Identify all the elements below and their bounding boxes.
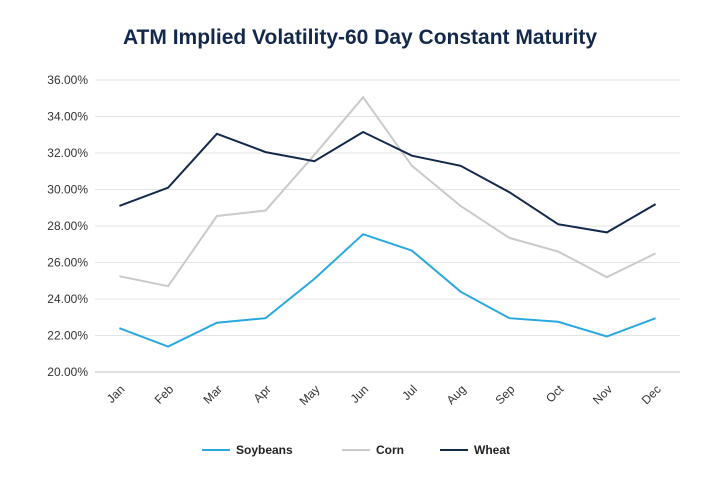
y-tick-label: 30.00%	[47, 183, 88, 197]
y-tick-label: 34.00%	[47, 110, 88, 124]
x-tick-label: Feb	[152, 382, 177, 407]
series-line-soybeans	[119, 233, 656, 348]
chart-title: ATM Implied Volatility-60 Day Constant M…	[122, 26, 598, 49]
y-tick-label: 22.00%	[47, 329, 88, 343]
legend: Soybeans Corn Wheat	[202, 443, 510, 457]
series-lines	[119, 95, 657, 348]
series-line-corn	[119, 95, 657, 288]
x-tick-label: May	[297, 382, 323, 408]
x-tick-label: Jul	[399, 382, 420, 403]
y-tick-label: 20.00%	[47, 365, 88, 379]
legend-label-corn: Corn	[376, 443, 404, 457]
y-tick-label: 36.00%	[47, 73, 88, 87]
gridlines	[95, 79, 680, 373]
x-tick-label: Aug	[444, 382, 469, 407]
y-tick-label: 26.00%	[47, 256, 88, 270]
y-tick-label: 32.00%	[47, 146, 88, 160]
x-tick-label: Dec	[639, 382, 664, 407]
x-tick-label: Jan	[104, 382, 128, 406]
y-tick-label: 24.00%	[47, 292, 88, 306]
y-axis-tick-labels: 20.00% 22.00% 24.00% 26.00% 28.00% 30.00% 32.0…	[47, 73, 88, 379]
legend-label-wheat: Wheat	[474, 443, 510, 457]
series-line-wheat	[119, 130, 657, 234]
x-tick-label: Mar	[200, 382, 225, 407]
x-tick-label: Sep	[492, 382, 517, 407]
x-tick-label: Nov	[590, 382, 615, 407]
y-tick-label: 28.00%	[47, 219, 88, 233]
legend-label-soybeans: Soybeans	[236, 443, 293, 457]
x-axis-tick-labels: Jan Feb Mar Apr May Jun Jul Aug Sep Oct Nov Dec	[104, 382, 664, 408]
x-tick-label: Jun	[348, 382, 372, 406]
x-tick-label: Oct	[543, 382, 567, 406]
x-tick-label: Apr	[251, 382, 274, 405]
